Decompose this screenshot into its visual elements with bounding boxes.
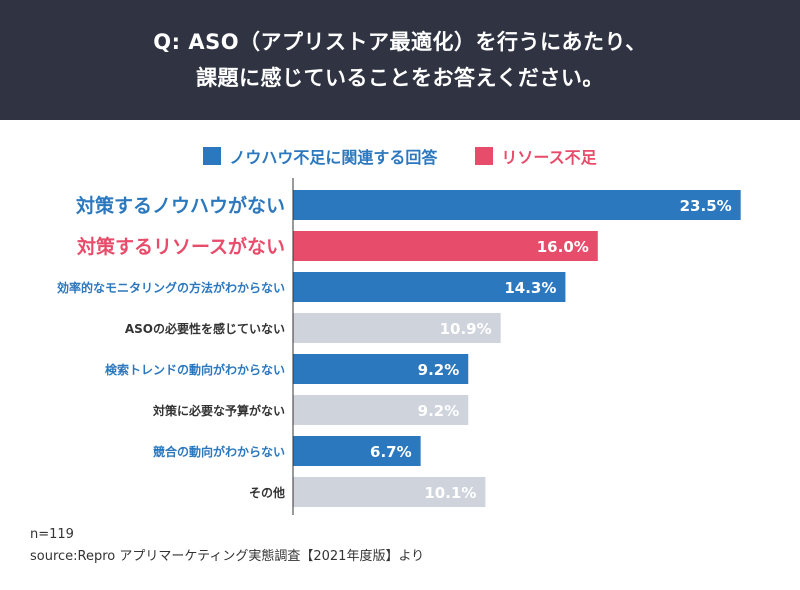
bar-3 (293, 313, 501, 343)
sample-size: n=119 (30, 527, 74, 542)
value-label-5: 9.2% (418, 402, 460, 420)
category-label-3: ASOの必要性を感じていない (125, 321, 285, 336)
chart-legend: ノウハウ不足に関連する回答 リソース不足 (0, 144, 800, 168)
bar-2 (293, 272, 566, 302)
bar-6 (293, 436, 421, 466)
question-line-1: Q: ASO（アプリストア最適化）を行うにあたり、 (153, 30, 647, 54)
question-line-2: 課題に感じていることをお答えください。 (196, 66, 604, 90)
value-label-3: 10.9% (440, 320, 492, 338)
question-header: Q: ASO（アプリストア最適化）を行うにあたり、 課題に感じていることをお答え… (0, 0, 800, 120)
value-label-4: 9.2% (418, 361, 460, 379)
bar-chart: 23.5% 対策するノウハウがない 16.0% 対策するリソースがない 14.3% 効率的… (57, 178, 741, 515)
legend-label-knowhow: ノウハウ不足に関連する回答 (229, 148, 438, 167)
legend-item-knowhow: ノウハウ不足に関連する回答 (203, 144, 437, 168)
value-label-2: 14.3% (504, 279, 556, 297)
bar-4 (293, 354, 469, 384)
category-label-4: 検索トレンドの動向がわからない (105, 362, 285, 377)
bar-5 (293, 395, 469, 425)
category-label-0: 対策するノウハウがない (75, 194, 285, 217)
legend-swatch-resource (475, 147, 494, 165)
value-label-7: 10.1% (424, 484, 476, 502)
footer: n=119 source:Repro アプリマーケティング実態調査【2021年度… (30, 524, 424, 568)
legend-swatch-knowhow (203, 147, 222, 165)
bar-0 (293, 190, 741, 220)
category-label-5: 対策に必要な予算がない (152, 403, 285, 418)
category-label-1: 対策するリソースがない (76, 235, 285, 258)
category-label-7: その他 (249, 485, 285, 500)
legend-item-resource: リソース不足 (475, 144, 597, 168)
value-label-1: 16.0% (537, 238, 589, 256)
bar-1 (293, 231, 598, 261)
legend-label-resource: リソース不足 (501, 148, 597, 167)
category-label-2: 効率的なモニタリングの方法がわからない (57, 280, 285, 295)
bar-7 (293, 477, 486, 507)
category-label-6: 競合の動向がわからない (153, 444, 285, 459)
source-note: source:Repro アプリマーケティング実態調査【2021年度版】より (30, 549, 425, 564)
value-label-6: 6.7% (370, 443, 412, 461)
value-label-0: 23.5% (680, 197, 732, 215)
